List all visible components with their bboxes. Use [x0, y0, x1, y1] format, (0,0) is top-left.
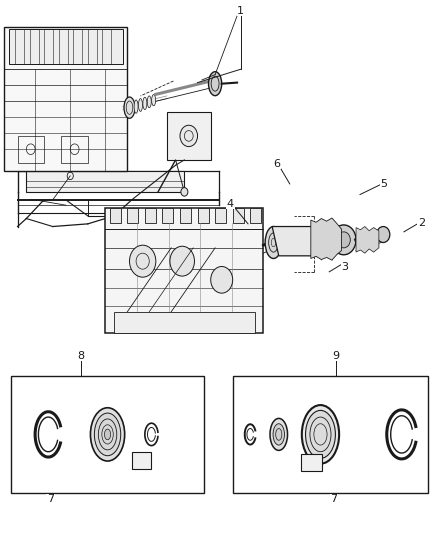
Text: 9: 9: [332, 351, 339, 360]
Text: 2: 2: [417, 218, 424, 228]
Bar: [162, 208, 173, 223]
Circle shape: [279, 230, 282, 233]
Bar: [88, 29, 96, 64]
Text: 3: 3: [340, 262, 347, 271]
Circle shape: [129, 245, 155, 277]
Circle shape: [307, 227, 314, 236]
Ellipse shape: [124, 97, 135, 118]
Text: 7: 7: [329, 495, 336, 504]
Text: 7: 7: [47, 495, 54, 504]
Ellipse shape: [272, 424, 284, 445]
Bar: [18, 136, 44, 163]
Circle shape: [277, 227, 284, 236]
Bar: [0, 5, 245, 240]
Text: 8: 8: [78, 351, 85, 360]
Ellipse shape: [305, 410, 335, 458]
Bar: [166, 112, 210, 160]
Bar: [11, 376, 204, 493]
Bar: [61, 136, 88, 163]
Bar: [4, 27, 127, 171]
Circle shape: [210, 266, 232, 293]
Text: 5: 5: [380, 179, 387, 189]
Bar: [232, 208, 243, 223]
Bar: [44, 29, 53, 64]
Bar: [250, 208, 261, 223]
Ellipse shape: [147, 96, 151, 108]
Polygon shape: [355, 227, 378, 253]
Ellipse shape: [90, 408, 124, 461]
Bar: [59, 29, 67, 64]
Polygon shape: [272, 227, 320, 256]
Ellipse shape: [265, 227, 281, 259]
Circle shape: [331, 225, 355, 255]
Circle shape: [310, 230, 312, 233]
Bar: [30, 29, 39, 64]
Bar: [145, 208, 155, 223]
Ellipse shape: [94, 413, 120, 456]
Text: 6: 6: [272, 159, 279, 168]
Bar: [73, 29, 82, 64]
Bar: [127, 208, 138, 223]
Ellipse shape: [208, 72, 221, 96]
Text: 4: 4: [226, 199, 233, 208]
Bar: [110, 208, 120, 223]
Bar: [180, 208, 191, 223]
Circle shape: [180, 188, 187, 196]
Circle shape: [290, 234, 301, 248]
Bar: [197, 208, 208, 223]
Ellipse shape: [152, 94, 155, 106]
Bar: [102, 29, 111, 64]
Bar: [15, 29, 24, 64]
Ellipse shape: [269, 418, 287, 450]
Bar: [9, 29, 123, 64]
Bar: [26, 171, 184, 192]
Circle shape: [180, 125, 197, 147]
Circle shape: [170, 246, 194, 276]
Bar: [215, 208, 226, 223]
Polygon shape: [310, 218, 341, 260]
Ellipse shape: [134, 100, 138, 114]
Bar: [300, 454, 321, 471]
Text: 1: 1: [237, 6, 244, 15]
Ellipse shape: [138, 99, 142, 111]
Bar: [114, 312, 254, 333]
Circle shape: [336, 232, 350, 248]
Bar: [232, 376, 427, 493]
Ellipse shape: [301, 405, 338, 464]
Bar: [131, 452, 151, 469]
Circle shape: [293, 238, 298, 244]
Bar: [105, 208, 263, 333]
Circle shape: [286, 229, 305, 253]
Ellipse shape: [142, 97, 146, 110]
Ellipse shape: [104, 429, 110, 440]
Circle shape: [376, 227, 389, 243]
